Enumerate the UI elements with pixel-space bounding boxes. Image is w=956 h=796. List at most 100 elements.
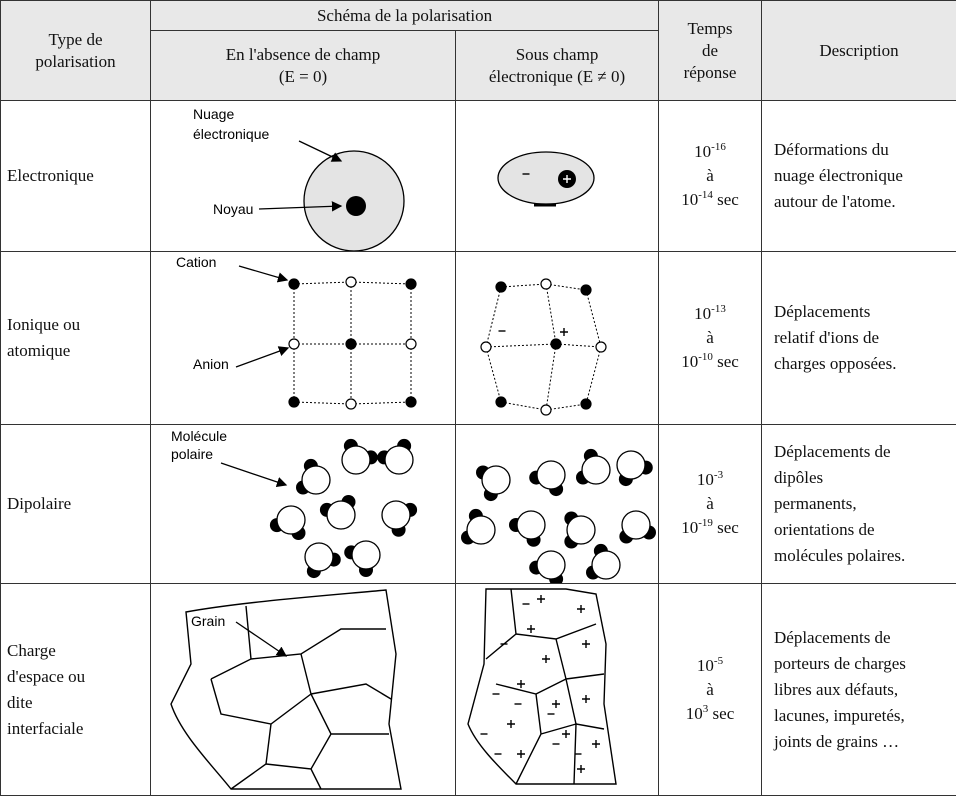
text-line: Déplacements de	[774, 439, 956, 465]
text-line: Ionique ou	[7, 312, 150, 338]
molecule	[529, 461, 565, 496]
shape	[517, 511, 545, 539]
molecule	[576, 449, 610, 485]
diagram-label: Nuage	[193, 106, 234, 122]
text-line: Déformations du	[774, 137, 956, 163]
ion	[581, 399, 591, 409]
exponent: 3	[703, 703, 709, 715]
diagram	[456, 425, 659, 583]
ion	[541, 279, 551, 289]
ion	[289, 339, 299, 349]
diagram-label: Cation	[176, 254, 216, 270]
molecule	[377, 439, 413, 474]
shape	[622, 511, 650, 539]
bond	[546, 284, 586, 290]
text-line: relatif d'ions de	[774, 325, 956, 351]
molecule	[529, 551, 565, 583]
nucleus	[346, 196, 366, 216]
molecule	[476, 466, 510, 502]
ion	[289, 397, 299, 407]
text: 10	[681, 190, 698, 209]
time-sep: à	[659, 492, 761, 516]
ion	[406, 339, 416, 349]
type-cell: Electronique	[1, 101, 151, 252]
diagram-cell	[456, 101, 659, 252]
plus-sign	[542, 655, 550, 663]
exponent: -5	[714, 655, 723, 667]
diagram-label: polaire	[171, 446, 213, 462]
ion	[406, 397, 416, 407]
shape	[327, 501, 355, 529]
diagram-cell	[456, 252, 659, 425]
bond	[486, 347, 501, 402]
plus-sign	[517, 680, 525, 688]
diagram: Grain	[151, 584, 456, 795]
text: 10	[686, 704, 703, 723]
text-line: permanents,	[774, 491, 956, 517]
shape	[342, 446, 370, 474]
shape	[592, 551, 620, 579]
plus-sign	[552, 700, 560, 708]
shape	[482, 466, 510, 494]
bond	[546, 344, 556, 410]
text-line: orientations de	[774, 517, 956, 543]
text-line: libres aux défauts,	[774, 677, 956, 703]
molecule	[270, 506, 306, 540]
plus-sign	[507, 720, 515, 728]
text: électronique (E ≠ 0)	[456, 66, 658, 88]
plus-sign	[562, 730, 570, 738]
text: 10	[681, 518, 698, 537]
plus-sign	[577, 605, 585, 613]
bond	[586, 290, 601, 347]
exponent: -16	[711, 141, 726, 153]
header-description: Description	[762, 1, 956, 101]
time-from: 10-16	[659, 140, 761, 164]
text: 10	[694, 142, 711, 161]
bond	[351, 402, 411, 404]
text-line: joints de grains …	[774, 729, 956, 755]
diagram-label: Anion	[193, 356, 229, 372]
diagram-cell: Grain	[151, 584, 456, 796]
ion	[581, 285, 591, 295]
time-from: 10-3	[659, 468, 761, 492]
text: polarisation	[1, 51, 150, 73]
type-cell: Dipolaire	[1, 425, 151, 584]
electron-cloud	[498, 152, 594, 204]
shape	[385, 446, 413, 474]
diagram-label: Molécule	[171, 428, 227, 444]
ion	[596, 342, 606, 352]
ion	[346, 339, 356, 349]
ion	[481, 342, 491, 352]
diagram: Molécule polaire	[151, 425, 456, 583]
diagram	[456, 252, 659, 424]
unit: sec	[717, 352, 739, 371]
text-line: Déplacements de	[774, 625, 956, 651]
plus-sign	[537, 595, 545, 603]
shape	[537, 461, 565, 489]
time-sep: à	[659, 678, 761, 702]
bond	[486, 344, 556, 347]
plus-sign	[582, 695, 590, 703]
time-from: 10-5	[659, 654, 761, 678]
bond	[486, 287, 501, 347]
ion	[541, 405, 551, 415]
text-line: dite	[7, 690, 150, 716]
molecule	[619, 511, 656, 543]
shape	[302, 466, 330, 494]
exponent: -19	[698, 517, 713, 529]
text: 10	[681, 352, 698, 371]
bond	[556, 344, 601, 347]
diagram-label: Grain	[191, 613, 225, 629]
